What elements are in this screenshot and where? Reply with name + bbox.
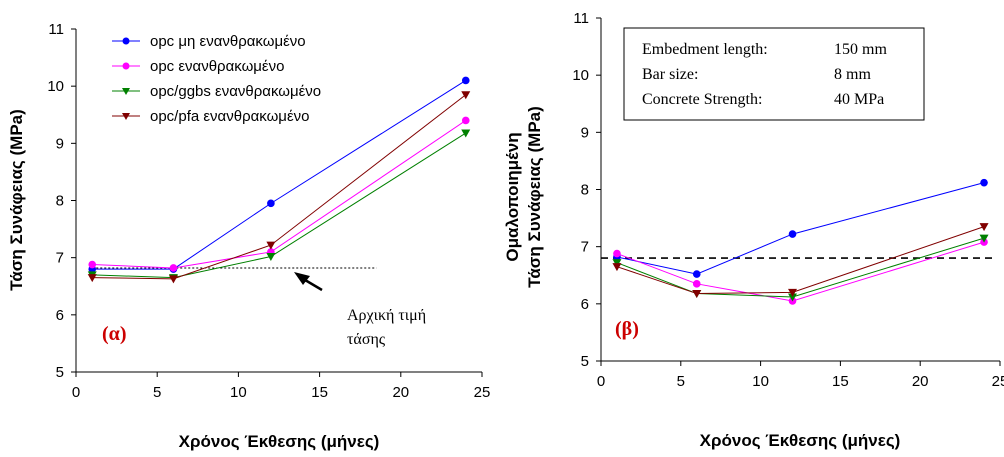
panel-a-x-tick-label: 10 (230, 384, 247, 401)
panel-a-point-pfa (266, 241, 276, 250)
legend-item-opc-uncarb: opc μη ενανθρακωμένο (112, 33, 306, 50)
panel-a-y-tick-label: 6 (56, 307, 64, 324)
panel-b-point-ggbs (979, 234, 989, 243)
panel-b-y-axis-title-line-2: Τάση Συνάφειας (MPa) (525, 106, 544, 288)
info-box: Embedment length: 150 mm Bar size: 8 mm … (623, 27, 925, 121)
panel-a-x-tick-label: 25 (474, 384, 491, 401)
panel-b-x-tick-label: 20 (912, 373, 929, 390)
panel-b-series-line-opc-carb (616, 241, 985, 302)
panel-b-point-pfa (979, 223, 989, 232)
legend: opc μη ενανθρακωμένο opc ενανθρακωμένο o… (112, 33, 321, 125)
panel-a-y-tick-label: 7 (56, 250, 64, 267)
panel-a-point-pfa (461, 91, 471, 100)
panel-a-point-ggbs (461, 129, 471, 138)
annotation-line-1: Αρχική τιμή (347, 307, 426, 324)
panel-b-point-opc-carb (613, 249, 621, 258)
panel-a-point-pfa (87, 274, 97, 283)
legend-label: opc/ggbs ενανθρακωμένο (150, 83, 321, 100)
panel-a-y-tick-label: 8 (56, 193, 64, 210)
legend-item-opc-carb: opc ενανθρακωμένο (112, 58, 284, 75)
annotation-arrow-icon (294, 272, 323, 292)
panel-a-series-line-pfa (92, 94, 467, 280)
panel-a-label: (α) (102, 323, 126, 345)
panel-a-x-axis-title: Χρόνος Έκθεσης (μήνες) (179, 432, 380, 451)
panel-b-x-tick-label: 25 (992, 373, 1004, 390)
info-value-bar-size: 8 mm (834, 66, 871, 83)
panel-a-y-axis-title: Τάση Συνάφειας (MPa) (7, 109, 26, 291)
info-label-bar-size: Bar size: (642, 66, 698, 83)
panel-b-y-tick-label: 8 (581, 182, 589, 199)
info-value-strength: 40 MPa (834, 91, 884, 108)
panel-b-y-tick-label: 6 (581, 296, 589, 313)
panel-a-point-pfa (168, 275, 178, 284)
panel-b-series-line-ggbs (616, 237, 985, 298)
panel-a-x-tick-label: 5 (153, 384, 161, 401)
legend-item-pfa: opc/pfa ενανθρακωμένο (112, 108, 309, 125)
panel-a-point-opc-carb (88, 260, 97, 269)
panel-b-y-axis-title-line-1: Ομαλοποιημένη (503, 132, 522, 261)
panel-b-point-pfa (612, 263, 622, 272)
panel-a-x-tick-label: 15 (311, 384, 328, 401)
legend-label: opc/pfa ενανθρακωμένο (150, 108, 309, 125)
panel-b-x-tick-label: 15 (832, 373, 849, 390)
panel-b-point-opc-uncarb (980, 178, 988, 187)
panel-b-series-line-opc-uncarb (616, 182, 985, 275)
panel-a-x-tick-label: 0 (72, 384, 80, 401)
panel-a-point-opc-carb (169, 264, 178, 272)
panel-b-point-pfa (788, 288, 798, 297)
panel-a-series-line-opc-carb (92, 120, 467, 269)
panel-b-point-ggbs (612, 259, 622, 268)
legend-label: opc ενανθρακωμένο (150, 58, 284, 75)
panel-b-y-tick-label: 9 (581, 124, 589, 141)
panel-b-point-pfa (692, 290, 702, 299)
info-value-embedment: 150 mm (834, 41, 887, 58)
panel-b-point-opc-uncarb (692, 270, 701, 278)
info-label-strength: Concrete Strength: (642, 91, 762, 108)
panel-a-point-ggbs (266, 253, 276, 262)
panel-a-series-line-ggbs (92, 132, 467, 279)
panel-a-y-tick-label: 11 (48, 21, 64, 38)
panel-a-series (87, 76, 471, 284)
panel-b-y-tick-label: 7 (581, 239, 589, 256)
panel-a-y-tick-label: 9 (56, 135, 64, 152)
panel-b-x-tick-label: 10 (752, 373, 769, 390)
annotation-line-2: τάσης (347, 331, 386, 348)
panel-a-y-tick-label: 5 (56, 364, 64, 381)
panel-b-x-tick-label: 0 (597, 373, 605, 390)
panel-b-label: (β) (615, 318, 639, 340)
panel-b-series-line-pfa (616, 226, 985, 295)
panel-a-y-tick-label: 10 (47, 78, 64, 95)
panel-b-y-tick-label: 10 (572, 67, 589, 84)
panel-b-point-opc-uncarb (788, 230, 797, 238)
panel-b-y-tick-label: 5 (581, 353, 589, 370)
panel-a-x-tick-label: 20 (392, 384, 409, 401)
info-label-embedment: Embedment length: (642, 41, 768, 58)
panel-b-series (612, 178, 989, 305)
panel-a-point-opc-uncarb (461, 76, 470, 85)
panel-b-point-ggbs (788, 293, 798, 302)
panel-a-point-opc-uncarb (267, 199, 275, 208)
panel-b-x-axis-title: Χρόνος Έκθεσης (μήνες) (700, 431, 901, 450)
panel-b-y-tick-label: 11 (573, 10, 589, 27)
panel-b-x-tick-label: 5 (677, 373, 685, 390)
panel-a-series-line-opc-uncarb (92, 80, 467, 270)
legend-item-ggbs: opc/ggbs ενανθρακωμένο (112, 83, 321, 100)
legend-label: opc μη ενανθρακωμένο (150, 33, 306, 50)
panel-a-point-opc-carb (461, 116, 470, 125)
panel-b-point-opc-carb (692, 280, 701, 288)
